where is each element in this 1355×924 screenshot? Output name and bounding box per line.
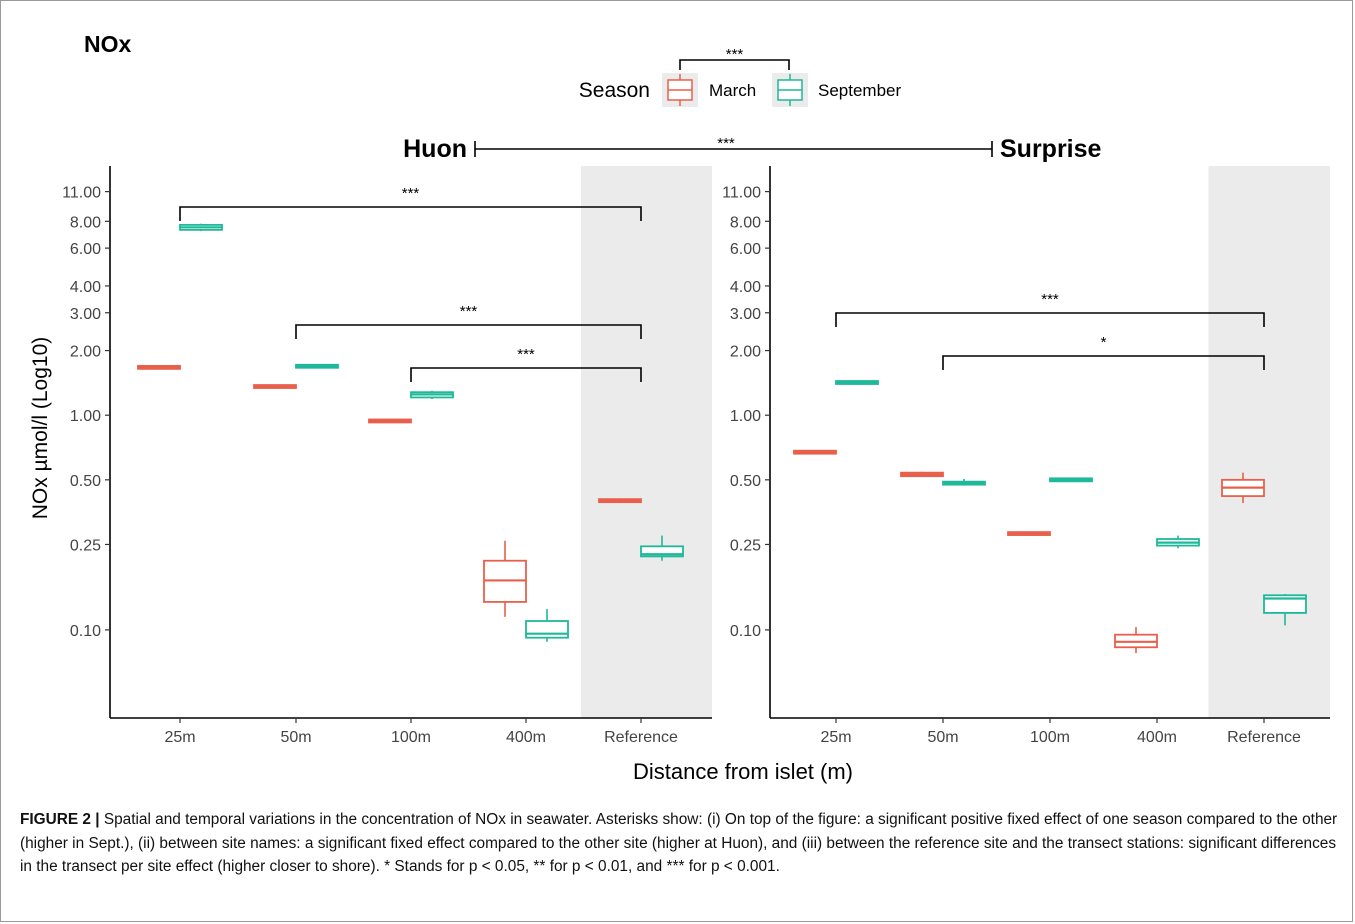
y-tick-label: 4.00 xyxy=(730,279,761,296)
y-tick-label: 0.50 xyxy=(730,473,761,490)
box-march-25m xyxy=(137,364,181,370)
comparison-bracket xyxy=(179,206,642,221)
comparison-label: *** xyxy=(1041,291,1059,308)
y-tick-label: 0.25 xyxy=(730,537,761,554)
x-tick-label: 50m xyxy=(927,729,958,746)
comparison-bracket xyxy=(410,367,642,382)
legend-sig-label: *** xyxy=(726,46,744,63)
reference-region xyxy=(581,166,712,718)
legend-title: Season xyxy=(579,79,650,102)
figure-title: NOx xyxy=(84,31,132,57)
box-september-50m xyxy=(942,478,986,486)
y-tick-label: 3.00 xyxy=(730,306,761,323)
box-september-reference xyxy=(1263,593,1307,626)
box-september-reference xyxy=(640,535,684,561)
x-tick-label: 400m xyxy=(506,729,546,746)
y-tick-label: 11.00 xyxy=(62,185,101,202)
box-march-400m xyxy=(483,540,527,617)
box-september-50m xyxy=(295,363,339,369)
comparison-bracket xyxy=(295,324,642,339)
y-tick-label: 2.00 xyxy=(730,344,761,361)
panel-surprise: 11.00 8.00 6.00 4.00 3.00 2.00 1.00 0.50 0.25 0.1… xyxy=(722,166,1330,746)
y-tick-label: 6.00 xyxy=(70,241,101,258)
box-march-100m xyxy=(368,418,412,424)
x-axis-title: Distance from islet (m) xyxy=(633,759,853,784)
y-tick-label: 4.00 xyxy=(70,279,101,296)
box-september-25m xyxy=(835,380,879,385)
box-september-100m xyxy=(410,390,454,399)
box-march-50m xyxy=(900,471,944,478)
legend-keys xyxy=(662,73,808,107)
box-body xyxy=(1263,594,1307,614)
box-september-25m xyxy=(179,223,223,232)
legend: *** Season March September xyxy=(579,46,901,107)
box-body xyxy=(525,620,569,639)
x-tick-label: 100m xyxy=(1030,729,1070,746)
box-september-100m xyxy=(1049,477,1093,483)
comparison-label: *** xyxy=(402,185,420,202)
box-september-400m xyxy=(525,609,569,642)
legend-sig-bracket xyxy=(679,59,790,70)
y-tick-label: 0.10 xyxy=(730,623,761,640)
y-tick-label: 8.00 xyxy=(70,214,101,231)
x-tick-label: 400m xyxy=(1137,729,1177,746)
legend-label-march: March xyxy=(709,81,756,100)
y-tick-label: 1.00 xyxy=(70,408,101,425)
caption-label: FIGURE 2 | xyxy=(20,811,100,828)
box-body xyxy=(640,545,684,558)
x-tick-label: Reference xyxy=(1227,729,1301,746)
box-march-reference xyxy=(598,498,642,504)
y-tick-label: 0.25 xyxy=(70,537,101,554)
box-march-100m xyxy=(1007,531,1051,536)
comparison-label: *** xyxy=(460,303,478,320)
x-tick-label: 100m xyxy=(391,729,431,746)
y-tick-label: 11.00 xyxy=(722,185,761,202)
comparison-label: *** xyxy=(517,346,535,363)
y-tick-label: 2.00 xyxy=(70,344,101,361)
x-tick-label: 50m xyxy=(280,729,311,746)
x-tick-label: 25m xyxy=(164,729,195,746)
site-sig-label: *** xyxy=(717,135,735,152)
box-march-400m xyxy=(1114,627,1158,654)
comparison-label: * xyxy=(1101,334,1107,351)
panel-huon: 11.00 8.00 6.00 4.00 3.00 2.00 1.00 0.50 0.25 0.1… xyxy=(62,166,712,746)
y-tick-label: 8.00 xyxy=(730,214,761,231)
figure-caption: FIGURE 2 | Spatial and temporal variatio… xyxy=(20,808,1338,879)
panel-title-surprise: Surprise xyxy=(1000,135,1102,163)
y-axis-title: NOx µmol/l (Log10) xyxy=(29,337,52,520)
caption-text: Spatial and temporal variations in the c… xyxy=(20,811,1338,875)
box-march-25m xyxy=(793,449,837,455)
figure-canvas: NOx *** Season March September Huon Surp… xyxy=(29,31,1330,784)
y-tick-label: 3.00 xyxy=(70,306,101,323)
x-tick-label: 25m xyxy=(820,729,851,746)
y-tick-label: 0.10 xyxy=(70,623,101,640)
comparison-bracket xyxy=(942,355,1265,370)
y-tick-label: 1.00 xyxy=(730,408,761,425)
x-tick-label: Reference xyxy=(604,729,678,746)
y-tick-label: 0.50 xyxy=(70,473,101,490)
site-comparison: Huon Surprise *** xyxy=(403,135,1101,163)
box-september-400m xyxy=(1156,535,1200,549)
reference-region xyxy=(1208,166,1330,718)
y-tick-label: 6.00 xyxy=(730,241,761,258)
box-march-50m xyxy=(253,384,297,389)
panel-title-huon: Huon xyxy=(403,135,467,163)
box-march-reference xyxy=(1221,472,1265,503)
legend-label-september: September xyxy=(818,81,901,100)
site-sig-bracket xyxy=(474,141,993,157)
comparison-bracket xyxy=(835,312,1265,327)
